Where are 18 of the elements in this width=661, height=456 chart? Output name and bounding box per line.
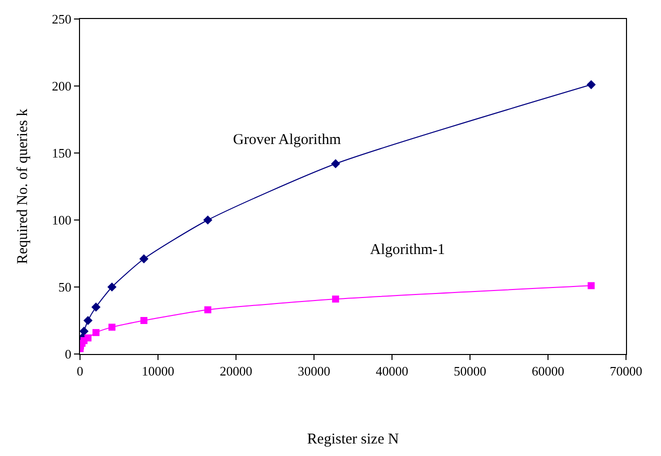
text: Algorithm-1: [370, 242, 445, 258]
x-tick-label: 60000: [532, 364, 564, 379]
x-tick-label: 10000: [142, 364, 174, 379]
x-tick-label: 20000: [220, 364, 252, 379]
y-tick-label: 100: [52, 212, 72, 228]
y-tick-label: 200: [52, 78, 72, 94]
y-tick-label: 150: [52, 146, 72, 161]
x-tick-label: 30000: [298, 364, 330, 379]
y-tick-label: 0: [64, 346, 72, 362]
y-tick-label: 250: [52, 12, 72, 27]
x-tick-label: 70000: [610, 364, 642, 379]
x-tick-label: 40000: [376, 364, 408, 379]
x-tick-label: 50000: [454, 364, 486, 379]
y-tick-label: 50: [58, 280, 72, 295]
x-axis-title: Register size N: [307, 432, 399, 448]
series-label: Grover Algorithm: [233, 132, 342, 148]
y-axis-title: Required No. of queries k: [15, 108, 32, 264]
x-tick-label: 0: [76, 364, 84, 379]
